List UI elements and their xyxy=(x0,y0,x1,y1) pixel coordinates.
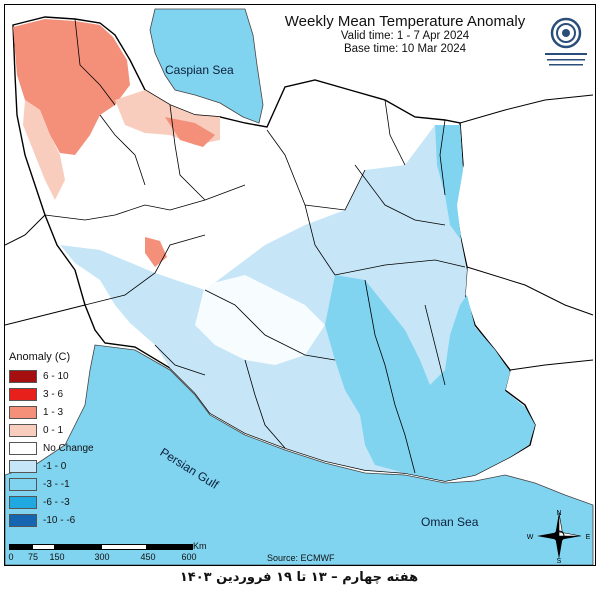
legend-item: -10 - -6 xyxy=(9,511,109,529)
scale-tick: 450 xyxy=(140,552,156,562)
valid-time: Valid time: 1 - 7 Apr 2024 xyxy=(340,30,470,42)
province-borders xyxy=(44,18,466,474)
iran-temperature-map xyxy=(5,5,595,565)
legend-label: -1 - 0 xyxy=(43,460,67,472)
scale-tick: 300 xyxy=(94,552,110,562)
cool-anomaly-medium xyxy=(325,275,535,481)
scale-unit: Km xyxy=(193,541,207,551)
neighbour-borders xyxy=(5,94,594,371)
legend-item: -6 - -3 xyxy=(9,493,109,511)
legend-item: No Change xyxy=(9,439,109,457)
legend-label: 6 - 10 xyxy=(43,370,69,382)
compass-rose-icon: N S W E xyxy=(527,510,591,563)
legend-swatch xyxy=(9,495,37,509)
scale-tick: 75 xyxy=(27,552,39,562)
scale-seg xyxy=(101,544,147,550)
organization-logo xyxy=(545,17,587,66)
source-label: Source: ECMWF xyxy=(267,553,335,563)
no-change-centre xyxy=(195,275,325,365)
compass-e: E xyxy=(586,534,591,541)
legend-item: -1 - 0 xyxy=(9,457,109,475)
legend-label: -10 - -6 xyxy=(43,514,76,526)
oman-sea-label: Oman Sea xyxy=(421,515,479,529)
legend-label: -3 - -1 xyxy=(43,478,70,490)
compass-s: S xyxy=(557,558,562,563)
legend-item: -3 - -1 xyxy=(9,475,109,493)
legend-swatch xyxy=(9,369,37,383)
scale-bar: 0 75 150 300 450 600 Km xyxy=(8,541,206,565)
caspian-sea xyxy=(149,8,264,124)
legend-title: Anomaly (C) xyxy=(9,351,71,363)
legend-swatch xyxy=(9,423,37,437)
scale-seg xyxy=(55,544,101,550)
persian-caption: هفته چهارم – ۱۳ تا ۱۹ فروردین ۱۴۰۳ xyxy=(179,570,419,585)
legend-swatch xyxy=(9,459,37,473)
scale-tick: 150 xyxy=(49,552,65,562)
legend-swatch xyxy=(9,387,37,401)
scale-seg xyxy=(147,544,193,550)
legend-item: 3 - 6 xyxy=(9,385,109,403)
compass-w: W xyxy=(527,534,534,541)
legend-label: 3 - 6 xyxy=(43,388,64,400)
cool-anomaly-medium-east xyxy=(435,125,463,240)
title-block: Weekly Mean Temperature Anomaly Valid ti… xyxy=(245,13,565,56)
legend-label: 0 - 1 xyxy=(43,424,64,436)
persian-gulf-oman-sea xyxy=(5,344,594,565)
legend-label: 1 - 3 xyxy=(43,406,64,418)
scale-tick: 0 xyxy=(8,552,14,562)
warm-anomaly-1-3 xyxy=(13,19,130,155)
scale-seg xyxy=(9,544,32,550)
no-change-north-centre xyxy=(240,125,355,205)
legend-item: 1 - 3 xyxy=(9,403,109,421)
compass-n: N xyxy=(556,510,561,517)
legend-label: -6 - -3 xyxy=(43,496,70,508)
legend-item: 6 - 10 xyxy=(9,367,109,385)
scale-seg xyxy=(32,544,55,550)
base-time: Base time: 10 Mar 2024 xyxy=(343,43,467,55)
legend-swatch xyxy=(9,405,37,419)
map-frame: Weekly Mean Temperature Anomaly Valid ti… xyxy=(4,4,596,566)
warm-anomaly-1-3-west xyxy=(145,237,167,267)
legend: Anomaly (C) 6 - 10 3 - 6 1 - 3 0 - 1 No Chan… xyxy=(9,351,109,529)
warm-anomaly-0-1-nw xyxy=(23,100,65,200)
scale-tick: 600 xyxy=(181,552,197,562)
legend-item: 0 - 1 xyxy=(9,421,109,439)
map-title: Weekly Mean Temperature Anomaly xyxy=(284,13,526,30)
caspian-sea-label: Caspian Sea xyxy=(165,63,234,77)
legend-label: No Change xyxy=(43,442,94,454)
legend-swatch xyxy=(9,441,37,455)
legend-swatch xyxy=(9,477,37,491)
legend-swatch xyxy=(9,513,37,527)
warm-anomaly-1-3-north xyxy=(165,117,215,147)
